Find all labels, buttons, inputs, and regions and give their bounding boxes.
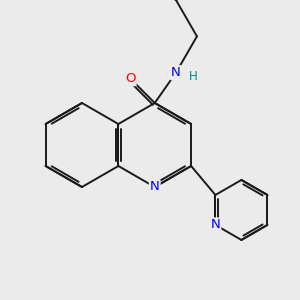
Text: H: H: [189, 70, 198, 83]
Text: N: N: [211, 218, 220, 232]
Text: O: O: [125, 72, 136, 85]
Text: N: N: [150, 181, 160, 194]
Text: N: N: [171, 66, 181, 79]
